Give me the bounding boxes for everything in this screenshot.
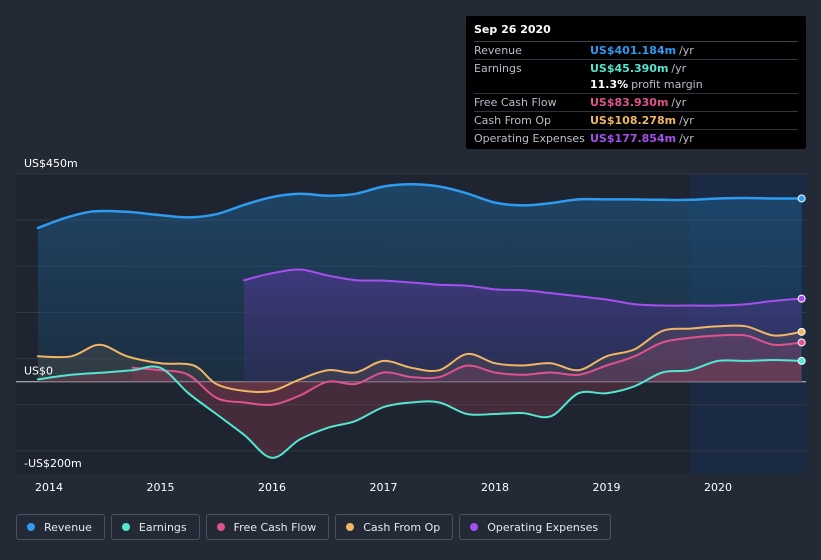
tooltip-value: US$83.930m	[590, 96, 669, 110]
tooltip-row: 11.3% profit margin	[474, 77, 798, 94]
tooltip-row: Free Cash Flow US$83.930m/yr	[474, 93, 798, 111]
tooltip-row: Cash From Op US$108.278m/yr	[474, 111, 798, 129]
tooltip-label: Free Cash Flow	[474, 96, 557, 110]
legend-label: Free Cash Flow	[233, 520, 317, 534]
y-tick-label: US$0	[24, 365, 53, 378]
tooltip-row: Revenue US$401.184m/yr	[474, 41, 798, 59]
cash-from-op-end-point	[797, 327, 806, 336]
legend-item-revenue[interactable]: Revenue	[16, 514, 105, 540]
chart-legend: Revenue Earnings Free Cash Flow Cash From O…	[16, 514, 617, 542]
y-tick-label: -US$200m	[24, 457, 82, 470]
tooltip-label: Earnings	[474, 61, 522, 75]
legend-dot-icon	[346, 523, 355, 531]
x-tick-label: 2018	[481, 481, 509, 494]
legend-dot-icon	[27, 523, 35, 531]
tooltip-label: Operating Expenses	[474, 131, 585, 145]
operating-expenses-end-point	[797, 294, 806, 303]
legend-label: Earnings	[138, 520, 187, 534]
legend-item-earnings[interactable]: Earnings	[110, 514, 200, 540]
tooltip-date: Sep 26 2020	[474, 23, 551, 36]
data-tooltip: Sep 26 2020 Revenue US$401.184m/yr Earning…	[466, 16, 806, 149]
tooltip-unit: /yr	[679, 131, 694, 145]
revenue-line	[36, 182, 803, 230]
tooltip-label: Revenue	[474, 43, 522, 57]
legend-label: Revenue	[44, 520, 92, 534]
legend-dot-icon	[216, 523, 225, 531]
tooltip-unit: /yr	[671, 96, 687, 110]
legend-dot-icon	[121, 523, 130, 531]
cash-from-op-line	[36, 324, 803, 394]
tooltip-value: US$45.390m	[590, 61, 669, 75]
tooltip-row: Earnings US$45.390m/yr	[474, 58, 798, 77]
tooltip-row: Operating Expenses US$177.854m/yr	[474, 128, 798, 147]
legend-label: Operating Expenses	[487, 520, 599, 534]
tooltip-unit: /yr	[679, 114, 694, 128]
tooltip-unit: profit margin	[631, 78, 703, 92]
free-cash-flow-area	[132, 334, 802, 406]
y-tick-label: US$450m	[24, 157, 78, 170]
legend-dot-icon	[470, 523, 479, 531]
legend-item-free-cash-flow[interactable]: Free Cash Flow	[205, 514, 330, 540]
legend-label: Cash From Op	[363, 520, 441, 534]
tooltip-value: 11.3%	[590, 78, 629, 92]
earnings-line	[36, 359, 803, 459]
operating-expenses-area	[244, 269, 802, 382]
operating-expenses-line	[243, 268, 803, 307]
x-tick-label: 2016	[258, 481, 286, 494]
revenue-end-point	[797, 194, 806, 203]
legend-item-operating-expenses[interactable]: Operating Expenses	[459, 514, 612, 540]
legend-item-cash-from-op[interactable]: Cash From Op	[335, 514, 454, 540]
tooltip-label: Cash From Op	[474, 114, 552, 128]
tooltip-value: US$108.278m	[590, 114, 677, 128]
tooltip-unit: /yr	[671, 61, 687, 75]
tooltip-value: US$177.854m	[590, 131, 677, 145]
x-tick-label: 2019	[593, 481, 621, 494]
x-tick-label: 2017	[370, 481, 398, 494]
cash-from-op-area	[37, 325, 802, 393]
earnings-area	[37, 360, 802, 458]
x-tick-label: 2014	[35, 481, 63, 494]
tooltip-value: US$401.184m	[590, 43, 677, 57]
x-tick-label: 2015	[147, 481, 175, 494]
free-cash-flow-end-point	[797, 338, 806, 347]
free-cash-flow-line	[131, 333, 803, 407]
earnings-end-point	[797, 356, 806, 365]
tooltip-unit: /yr	[679, 43, 694, 57]
x-tick-label: 2020	[704, 481, 732, 494]
